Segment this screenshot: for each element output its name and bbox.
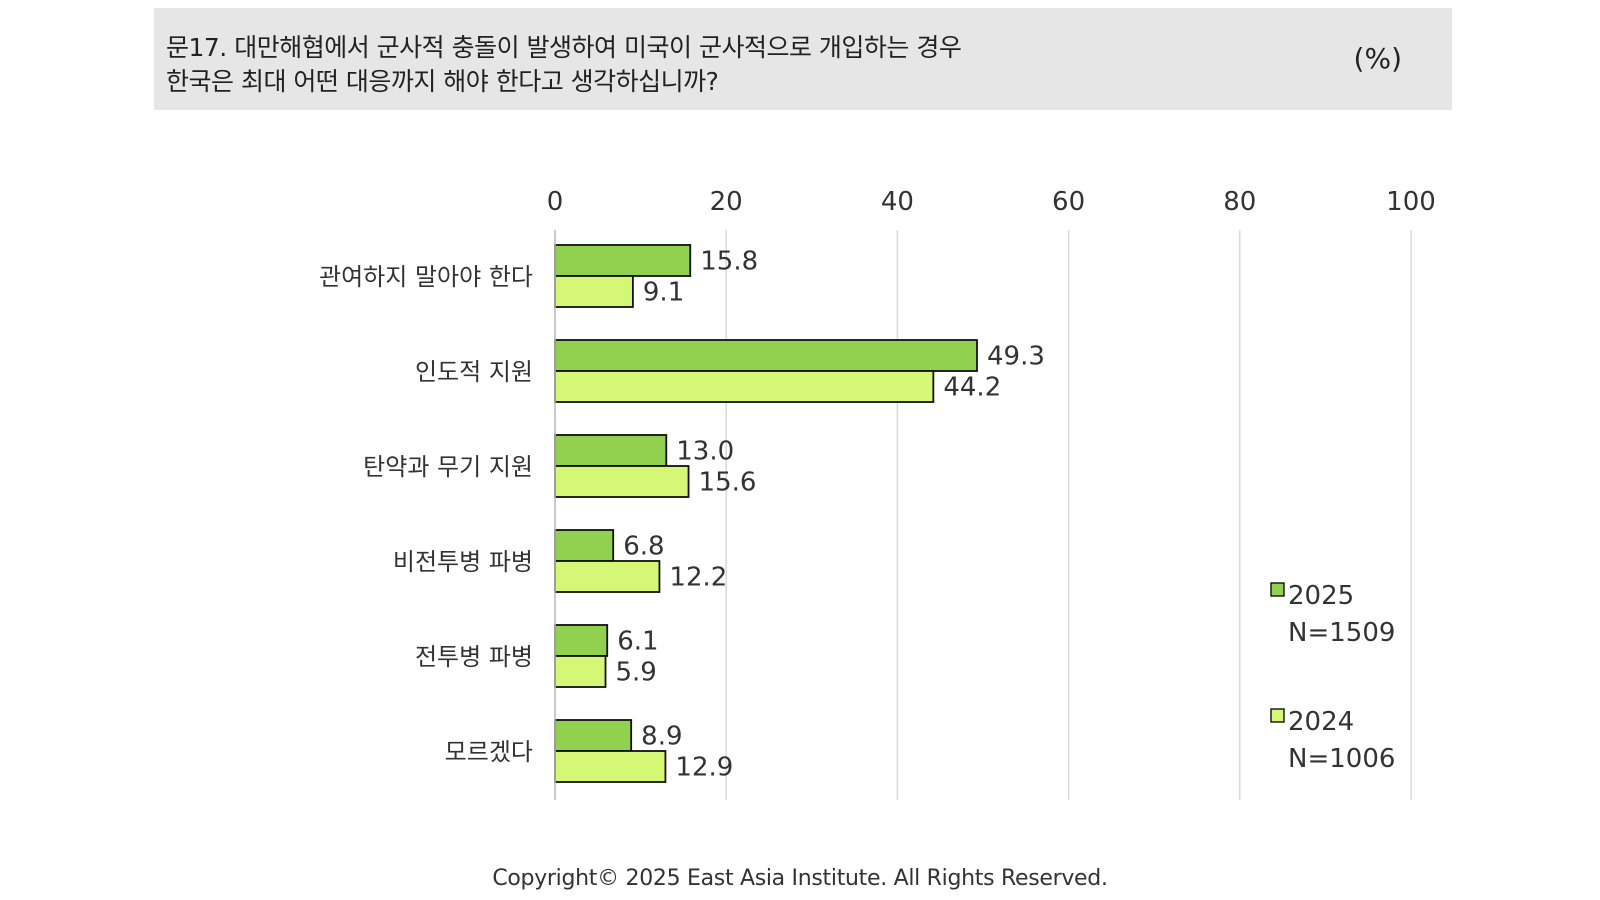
x-tick-label: 20: [710, 187, 743, 217]
data-label: 15.6: [699, 468, 757, 498]
legend-swatch: [1270, 708, 1285, 723]
legend-swatch: [1270, 582, 1285, 597]
legend-sample-size: N=1006: [1288, 744, 1395, 774]
bar: [554, 339, 978, 372]
bar: [554, 560, 661, 593]
category-label: 비전투병 파병: [393, 548, 533, 576]
bar: [554, 750, 667, 783]
category-label: 모르겠다: [445, 738, 533, 766]
bar: [554, 465, 690, 498]
data-label: 44.2: [943, 373, 1001, 403]
data-label: 9.1: [643, 278, 684, 308]
category-label: 전투병 파병: [415, 643, 533, 671]
data-label: 8.9: [641, 722, 682, 752]
category-label: 인도적 지원: [415, 358, 533, 386]
data-label: 6.1: [617, 627, 658, 657]
data-label: 15.8: [700, 247, 758, 277]
x-tick-label: 100: [1386, 187, 1436, 217]
data-label: 12.9: [675, 753, 733, 783]
unit-label: (%): [1353, 42, 1402, 75]
data-label: 6.8: [623, 532, 664, 562]
question-line-1: 문17. 대만해협에서 군사적 충돌이 발생하여 미국이 군사적으로 개입하는 …: [166, 33, 962, 62]
bar: [554, 275, 634, 308]
x-tick-label: 40: [881, 187, 914, 217]
legend-series-name: 2024: [1288, 707, 1354, 737]
data-label: 49.3: [987, 342, 1045, 372]
x-tick-label: 80: [1223, 187, 1256, 217]
category-label: 탄약과 무기 지원: [363, 453, 533, 481]
data-label: 13.0: [676, 437, 734, 467]
x-tick-label: 60: [1052, 187, 1085, 217]
category-label: 관여하지 말아야 한다: [319, 263, 533, 291]
copyright-footer: Copyright© 2025 East Asia Institute. All…: [492, 866, 1108, 891]
bar: [554, 370, 935, 403]
bar: [554, 244, 692, 277]
bar: [554, 434, 668, 467]
legend-sample-size: N=1509: [1288, 618, 1395, 648]
bar: [554, 624, 609, 657]
legend-series-name: 2025: [1288, 581, 1354, 611]
bar: [554, 529, 615, 562]
bar-chart: 0 20 40 60 80 100 관여하지 말아야 한다 15.8 9.1 인도적 지원 49.3…: [319, 187, 1436, 800]
data-label: 12.2: [669, 563, 727, 593]
bar: [554, 655, 607, 688]
data-label: 5.9: [616, 658, 657, 688]
question-header: 문17. 대만해협에서 군사적 충돌이 발생하여 미국이 군사적으로 개입하는 …: [154, 8, 1452, 110]
x-tick-label: 0: [547, 187, 564, 217]
bar: [554, 719, 633, 752]
question-line-2: 한국은 최대 어떤 대응까지 해야 한다고 생각하십니까?: [166, 67, 719, 96]
